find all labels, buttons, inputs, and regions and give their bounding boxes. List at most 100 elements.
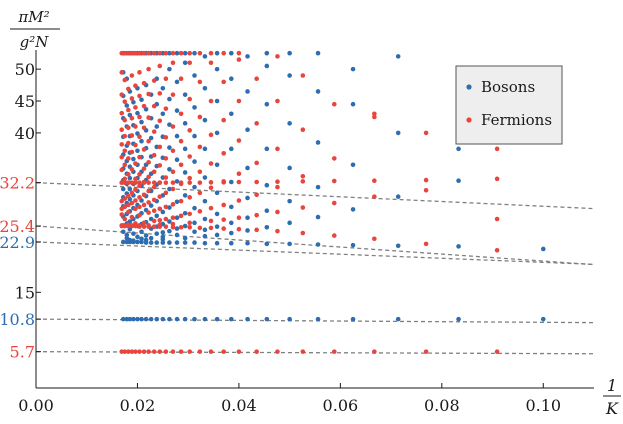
fermions-point (133, 83, 138, 89)
fermions-point (119, 180, 125, 185)
fermions-point (170, 221, 176, 227)
bosons-point (287, 73, 292, 78)
fermions-point (129, 214, 135, 220)
bosons-point (167, 66, 172, 72)
fermions-point (157, 144, 163, 150)
fermions-point (254, 212, 259, 218)
bosons-point (139, 229, 144, 235)
fermions-point (119, 110, 125, 116)
bosons-point (154, 213, 160, 219)
fermions-point (129, 96, 135, 101)
fermions-point (146, 223, 151, 228)
fermions-point (208, 180, 214, 185)
legend-fermions-label: Fermions (481, 111, 552, 129)
y-tick-label: 10.8 (0, 310, 35, 329)
fermions-point (163, 349, 169, 354)
bosons-point (202, 146, 208, 152)
bosons-point (287, 241, 292, 247)
fermions-point (133, 198, 138, 203)
fermions-point (151, 224, 157, 229)
bosons-point (154, 316, 160, 322)
fermions-point (141, 103, 147, 109)
fermions-point (208, 185, 214, 191)
fermions-point (494, 176, 500, 182)
fermions-point (146, 159, 151, 165)
fermions-point (126, 209, 131, 215)
x-tick-label: 0.04 (221, 396, 257, 415)
bosons-point (131, 156, 136, 162)
fermions-point (221, 117, 226, 123)
bosons-point (192, 220, 197, 226)
bosons-point (229, 316, 234, 322)
bosons-point (245, 89, 250, 94)
fermions-point (157, 194, 163, 199)
bosons-point (182, 316, 188, 322)
bosons-point (264, 224, 270, 230)
fermions-point (119, 349, 125, 354)
bosons-point (264, 50, 270, 56)
bosons-point (202, 216, 208, 222)
bosons-point (214, 224, 220, 229)
bosons-point (287, 220, 292, 226)
fermions-point (275, 54, 280, 59)
fermions-point (423, 241, 429, 247)
bosons-point (202, 54, 208, 59)
bosons-point (264, 208, 270, 214)
y-axis-label-denominator: g²N (20, 33, 50, 51)
fermions-point (221, 217, 226, 222)
bosons-point (287, 121, 292, 126)
fermions-point (423, 349, 429, 354)
legend-fermions-marker (466, 117, 472, 123)
fermions-point (119, 92, 125, 97)
bosons-point (174, 133, 180, 139)
fit-line-3 (35, 318, 595, 324)
bosons-point (174, 179, 180, 184)
fermions-point (163, 204, 169, 210)
fermions-point (163, 156, 169, 161)
fermions-point (331, 233, 337, 238)
fermions-point (141, 80, 147, 86)
bosons-point (202, 175, 208, 180)
bosons-point (182, 240, 188, 245)
bosons-point (229, 111, 234, 117)
fermions-point (146, 66, 151, 72)
fermions-point (423, 188, 429, 193)
bosons-point (120, 186, 126, 192)
bosons-point (135, 234, 140, 240)
bosons-point (154, 124, 160, 129)
fermions-point (129, 200, 135, 206)
bosons-point (160, 230, 166, 235)
fermions-point (122, 50, 128, 56)
bosons-point (160, 316, 166, 322)
fermions-point (494, 216, 500, 222)
fermions-point (197, 180, 203, 185)
fermions-point (236, 98, 242, 104)
bosons-point (245, 195, 250, 201)
bosons-point (245, 215, 250, 221)
bosons-point (192, 73, 197, 78)
bosons-point (127, 186, 133, 192)
bosons-point (315, 214, 321, 220)
bosons-point (131, 99, 136, 105)
bosons-point (350, 162, 356, 168)
fermions-point (197, 114, 203, 120)
fermions-point (254, 192, 259, 198)
fermions-point (151, 169, 157, 175)
fermions-point (141, 224, 147, 229)
fermions-point (178, 180, 184, 185)
bosons-point (160, 234, 166, 240)
bosons-point (229, 240, 234, 246)
fermions-point (146, 91, 151, 97)
fermions-point (236, 138, 242, 143)
bosons-point (167, 316, 172, 322)
fermions-point (126, 50, 131, 56)
fermions-point (208, 60, 214, 66)
fermions-point (137, 212, 142, 218)
fermions-point (137, 195, 142, 200)
fermions-point (157, 206, 163, 212)
fermions-point (275, 146, 280, 152)
fermions-point (129, 115, 135, 121)
y-tick-label: 50 (15, 60, 35, 79)
fermions-point (146, 174, 151, 180)
bosons-point (245, 228, 250, 233)
